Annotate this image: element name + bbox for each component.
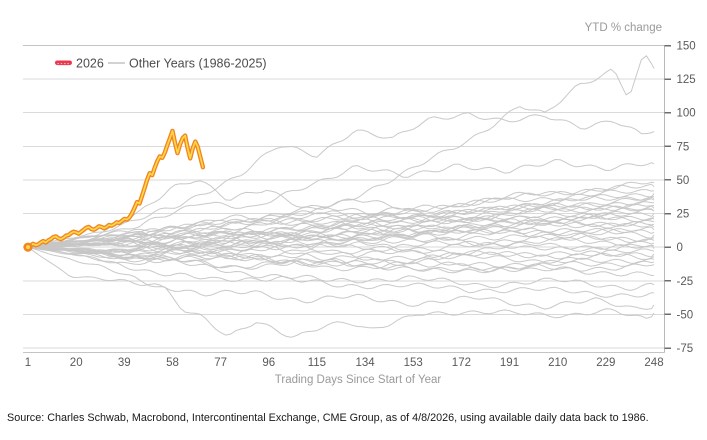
other-year-line (27, 216, 655, 260)
other-year-line (27, 226, 655, 251)
other-year-line (27, 159, 655, 248)
y-tick-label: -75 (677, 343, 694, 355)
other-year-line (28, 231, 655, 252)
source-attribution: Source: Charles Schwab, Macrobond, Inter… (7, 412, 649, 424)
x-tick-label: 134 (356, 357, 376, 369)
x-tick-label: 153 (404, 357, 423, 369)
other-year-line (27, 189, 655, 248)
x-axis-tick-labels: 1 20 39 58 77 96 115 134 153 172 191 210 229 248 (25, 357, 664, 369)
x-tick-label: 39 (118, 357, 131, 369)
y-tick-label: 150 (677, 41, 696, 53)
line-2026-start-dot-core (26, 245, 30, 250)
y-tick-label: 125 (677, 74, 696, 86)
y-tick-label: 75 (677, 141, 690, 153)
other-year-line (27, 246, 655, 267)
other-years-lines (27, 55, 655, 338)
line-2026-core (27, 130, 204, 249)
x-tick-label: 1 (25, 357, 31, 369)
chart-legend: 2026 Other Years (1986-2025) (55, 57, 267, 71)
axes (664, 44, 671, 353)
x-tick-label: 229 (596, 357, 615, 369)
ytd-change-chart: 150 125 100 75 50 25 0 -25 -50 -75 1 20 39 58 77 96 115… (23, 22, 696, 386)
x-tick-label: 77 (214, 357, 227, 369)
other-year-line (27, 246, 655, 310)
x-tick-label: 58 (166, 357, 179, 369)
other-year-line (27, 239, 655, 261)
y-tick-label: 100 (677, 108, 696, 120)
y-tick-label: 0 (677, 242, 683, 254)
legend-other-years-label: Other Years (1986-2025) (129, 57, 267, 71)
x-tick-label: 248 (644, 357, 663, 369)
other-year-line (27, 238, 655, 258)
x-tick-label: 172 (452, 357, 471, 369)
y-tick-label: -50 (677, 309, 694, 321)
other-year-line (27, 242, 655, 268)
x-tick-label: 191 (500, 357, 519, 369)
other-year-line (27, 198, 655, 259)
other-year-line (27, 246, 655, 298)
other-year-line (27, 246, 655, 273)
y-axis-unit-label: YTD % change (585, 22, 662, 34)
x-axis-title: Trading Days Since Start of Year (275, 374, 442, 386)
legend-2026-swatch-icon (55, 60, 72, 66)
legend-2026-label: 2026 (76, 57, 104, 71)
x-tick-label: 20 (70, 357, 83, 369)
x-tick-label: 96 (262, 357, 275, 369)
other-year-line (27, 195, 655, 252)
y-tick-label: 25 (677, 209, 690, 221)
y-tick-label: -25 (677, 276, 694, 288)
chart-canvas: 150 125 100 75 50 25 0 -25 -50 -75 1 20 39 58 77 96 115… (23, 22, 696, 386)
x-tick-label: 210 (548, 357, 567, 369)
other-year-line (27, 195, 655, 248)
other-year-line (27, 226, 655, 253)
series-2026-line (23, 128, 206, 252)
other-year-line (27, 240, 655, 266)
other-year-line (27, 224, 655, 248)
other-year-line (27, 246, 655, 338)
y-axis-tick-labels: 150 125 100 75 50 25 0 -25 -50 -75 (677, 41, 696, 356)
y-tick-label: 50 (677, 175, 690, 187)
other-year-line (27, 246, 655, 273)
other-year-line (27, 246, 655, 291)
other-year-line (27, 112, 655, 248)
other-year-line (27, 231, 655, 260)
x-tick-label: 115 (308, 357, 326, 369)
